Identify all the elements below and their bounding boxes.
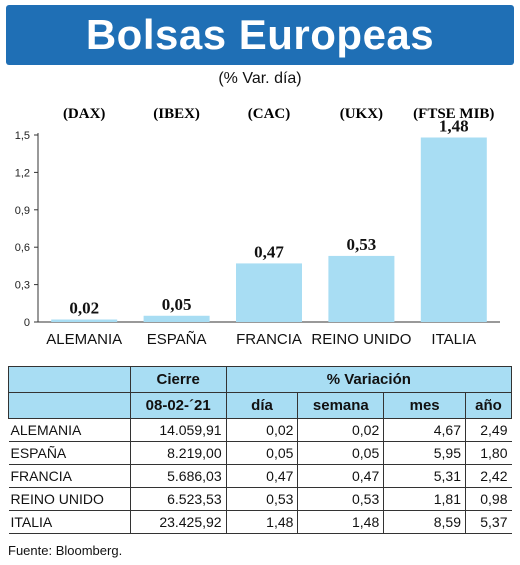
bar-value-label: 0,53 [347, 235, 377, 254]
row-anio: 2,49 [465, 418, 512, 442]
row-dia: 0,53 [226, 487, 299, 511]
table-header-row-2: 08-02-´21 día semana mes año [8, 392, 512, 419]
index-label: (DAX) [63, 106, 106, 122]
bar-chart: (DAX) (IBEX) (CAC) (UKX) (FTSE MIB) 0 0,3 0,6 0,… [15, 106, 500, 348]
index-label: (FTSE MIB) [413, 106, 494, 122]
row-anio: 1,80 [465, 441, 512, 465]
row-mes: 4,67 [383, 418, 466, 442]
data-table: Cierre % Variación 08-02-´21 día semana … [8, 366, 513, 534]
row-anio: 5,37 [465, 510, 512, 534]
index-label: (CAC) [248, 106, 291, 122]
bar-value-label: 0,05 [162, 295, 192, 314]
row-semana: 1,48 [297, 510, 385, 534]
bar-value-label: 1,48 [439, 116, 469, 135]
header-mes: mes [383, 392, 466, 419]
table-row: REINO UNIDO 6.523,53 0,53 0,53 1,81 0,98 [8, 487, 512, 511]
y-tick-label: 1,2 [15, 167, 30, 179]
row-name: ALEMANIA [8, 418, 131, 442]
row-mes: 1,81 [383, 487, 466, 511]
bar-value-label: 0,02 [69, 299, 99, 318]
table-row: FRANCIA 5.686,03 0,47 0,47 5,31 2,42 [8, 464, 512, 488]
row-dia: 1,48 [226, 510, 299, 534]
category-label: REINO UNIDO [311, 331, 411, 348]
table-row: ITALIA 23.425,92 1,48 1,48 8,59 5,37 [8, 510, 512, 534]
bar [143, 315, 210, 322]
bar [328, 255, 395, 322]
header-dia: día [225, 392, 299, 419]
row-name: FRANCIA [8, 464, 131, 488]
category-label: ESPAÑA [147, 331, 207, 348]
row-dia: 0,05 [226, 441, 299, 465]
row-mes: 8,59 [383, 510, 466, 534]
header-cierre: Cierre [129, 366, 227, 393]
row-name: REINO UNIDO [8, 487, 131, 511]
category-label: ITALIA [431, 331, 476, 348]
row-semana: 0,02 [297, 418, 385, 442]
row-cierre: 5.686,03 [130, 464, 227, 488]
bar [51, 319, 118, 322]
y-tick-label: 0,9 [15, 205, 30, 217]
row-cierre: 8.219,00 [130, 441, 227, 465]
bar [236, 263, 302, 322]
row-dia: 0,47 [226, 464, 299, 488]
row-name: ITALIA [8, 510, 131, 534]
bar [420, 137, 487, 322]
header-empty-cell [8, 366, 131, 393]
row-semana: 0,53 [297, 487, 385, 511]
category-label: ALEMANIA [46, 331, 122, 348]
row-cierre: 23.425,92 [130, 510, 227, 534]
index-label: (UKX) [340, 106, 383, 122]
y-tick-label: 1,5 [15, 130, 30, 142]
row-cierre: 6.523,53 [130, 487, 227, 511]
table-row: ALEMANIA 14.059,91 0,02 0,02 4,67 2,49 [8, 418, 512, 442]
row-semana: 0,05 [297, 441, 385, 465]
y-tick-label: 0,3 [15, 280, 30, 292]
header-semana: semana [297, 392, 385, 419]
row-name: ESPAÑA [8, 441, 131, 465]
table-header-row-1: Cierre % Variación [8, 366, 513, 393]
title-banner: Bolsas Europeas [6, 5, 514, 65]
header-anio: año [465, 392, 512, 419]
header-variacion: % Variación [225, 366, 513, 393]
category-label: FRANCIA [236, 331, 302, 348]
row-anio: 0,98 [465, 487, 512, 511]
page-title: Bolsas Europeas [85, 11, 435, 58]
y-tick-label: 0 [24, 317, 30, 329]
header-date: 08-02-´21 [129, 392, 227, 419]
bar-value-label: 0,47 [254, 242, 284, 261]
row-anio: 2,42 [465, 464, 512, 488]
row-mes: 5,95 [383, 441, 466, 465]
y-tick-label: 0,6 [15, 242, 30, 254]
chart-subtitle: (% Var. día) [218, 70, 302, 87]
row-mes: 5,31 [383, 464, 466, 488]
table-row: ESPAÑA 8.219,00 0,05 0,05 5,95 1,80 [8, 441, 512, 465]
row-cierre: 14.059,91 [130, 418, 227, 442]
header-empty-cell-2 [8, 392, 131, 419]
row-dia: 0,02 [226, 418, 299, 442]
index-label: (IBEX) [153, 106, 200, 122]
source-note: Fuente: Bloomberg. [8, 543, 123, 558]
row-semana: 0,47 [297, 464, 385, 488]
